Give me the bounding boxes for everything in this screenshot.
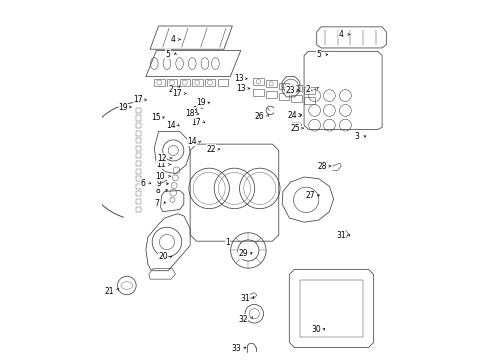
Bar xyxy=(266,80,277,87)
Text: 8: 8 xyxy=(156,186,160,195)
Text: 29: 29 xyxy=(238,249,248,258)
Bar xyxy=(136,138,141,143)
Bar xyxy=(253,89,264,96)
Text: 25: 25 xyxy=(291,123,300,132)
Bar xyxy=(136,123,141,128)
Bar xyxy=(136,153,141,158)
Bar xyxy=(279,82,289,89)
Text: 13: 13 xyxy=(236,84,245,93)
Text: 2: 2 xyxy=(169,85,173,94)
Text: 10: 10 xyxy=(155,172,165,181)
Text: 12: 12 xyxy=(157,154,167,163)
Text: 6: 6 xyxy=(140,179,145,188)
Bar xyxy=(154,79,165,86)
Text: 3: 3 xyxy=(192,106,197,115)
Text: 3: 3 xyxy=(354,132,359,141)
Text: 17: 17 xyxy=(133,95,143,104)
Text: 31: 31 xyxy=(336,231,346,240)
Bar xyxy=(218,79,228,86)
Text: 1: 1 xyxy=(225,238,230,247)
Text: 27: 27 xyxy=(305,191,315,200)
Text: 19: 19 xyxy=(196,98,205,107)
Bar xyxy=(136,146,141,151)
Text: 26: 26 xyxy=(255,112,265,121)
Text: 20: 20 xyxy=(158,252,168,261)
Bar xyxy=(279,93,289,100)
Text: 14: 14 xyxy=(166,121,175,130)
Text: 21: 21 xyxy=(104,287,114,296)
Bar xyxy=(253,78,264,85)
Text: 19: 19 xyxy=(118,103,127,112)
Text: 22: 22 xyxy=(206,145,216,154)
Bar xyxy=(266,91,277,98)
Bar xyxy=(292,95,302,102)
Text: 17: 17 xyxy=(172,89,182,98)
Bar xyxy=(136,184,141,189)
Text: 28: 28 xyxy=(317,162,326,171)
Bar xyxy=(136,116,141,121)
Text: 4: 4 xyxy=(339,30,343,39)
Bar xyxy=(180,79,190,86)
Bar xyxy=(304,97,315,104)
Bar xyxy=(136,108,141,113)
Text: 9: 9 xyxy=(156,179,161,188)
Text: 32: 32 xyxy=(239,315,248,324)
Text: 31: 31 xyxy=(240,294,250,303)
Text: 5: 5 xyxy=(316,50,321,59)
Bar xyxy=(136,131,141,136)
Bar xyxy=(136,207,141,212)
Text: 4: 4 xyxy=(171,35,175,44)
Bar xyxy=(136,192,141,197)
Text: 30: 30 xyxy=(311,325,321,334)
Text: 14: 14 xyxy=(188,137,197,146)
Text: 5: 5 xyxy=(165,50,170,59)
Bar xyxy=(192,79,203,86)
Bar xyxy=(136,199,141,204)
Text: 23: 23 xyxy=(286,86,295,95)
Text: 24: 24 xyxy=(288,111,297,120)
Text: 13: 13 xyxy=(234,74,244,83)
Bar xyxy=(300,280,363,337)
Text: 18: 18 xyxy=(185,109,195,118)
Bar xyxy=(136,168,141,174)
Text: 15: 15 xyxy=(151,113,160,122)
Bar xyxy=(136,176,141,181)
Bar xyxy=(205,79,216,86)
Text: 11: 11 xyxy=(156,160,165,169)
Text: 17: 17 xyxy=(192,118,201,127)
Text: 33: 33 xyxy=(232,344,242,353)
Bar xyxy=(167,79,177,86)
Text: 2: 2 xyxy=(306,85,311,94)
Text: 7: 7 xyxy=(155,199,160,208)
Bar xyxy=(292,85,302,91)
Bar xyxy=(304,87,315,94)
Bar xyxy=(136,161,141,166)
